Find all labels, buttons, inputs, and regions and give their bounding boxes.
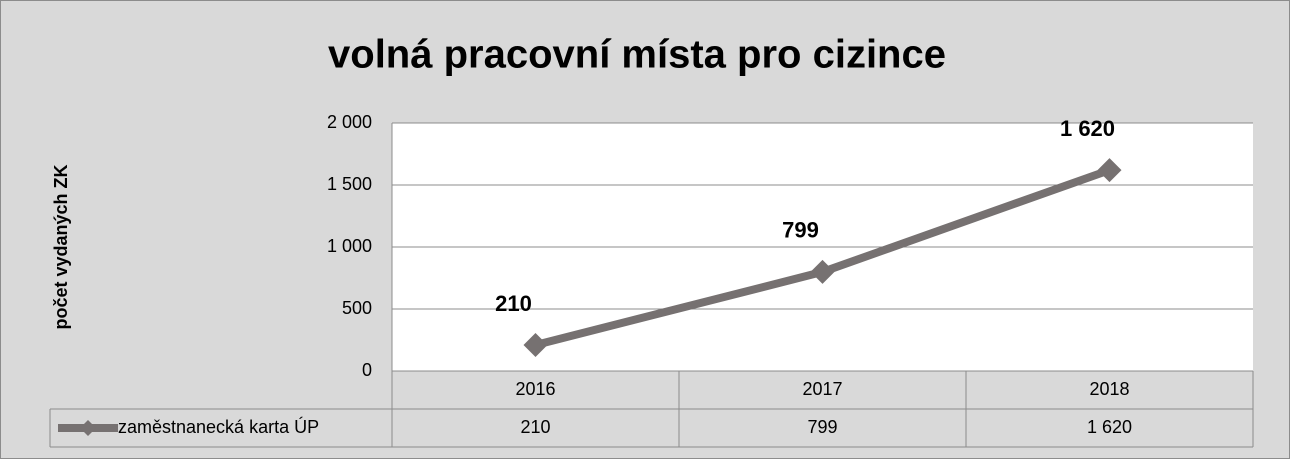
data-label: 799 — [782, 218, 819, 243]
table-value: 1 620 — [1087, 417, 1132, 437]
x-tick-label: 2017 — [802, 379, 842, 399]
series: 210 799 1 620 — [495, 116, 1122, 357]
table-value: 210 — [520, 417, 550, 437]
y-tick-label: 2 000 — [327, 112, 372, 132]
data-table: zaměstnanecká karta ÚP 2016 210 2017 799 2018… — [49, 370, 1254, 448]
y-tick-label: 0 — [362, 360, 372, 380]
x-tick-label: 2016 — [515, 379, 555, 399]
data-label: 1 620 — [1060, 116, 1115, 141]
table-value: 799 — [807, 417, 837, 437]
chart-title: volná pracovní místa pro cizince — [328, 33, 946, 77]
y-tick-label: 1 000 — [327, 236, 372, 256]
x-tick-label: 2018 — [1089, 379, 1129, 399]
data-label: 210 — [495, 291, 532, 316]
legend-marker — [80, 420, 96, 436]
y-axis-label: počet vydaných ZK — [51, 164, 71, 329]
marker — [1097, 158, 1122, 183]
legend-label: zaměstnanecká karta ÚP — [118, 416, 319, 437]
y-tick-label: 1 500 — [327, 174, 372, 194]
grid: 0 500 1 000 1 500 2 000 — [327, 112, 1253, 380]
marker — [810, 259, 835, 284]
y-tick-label: 500 — [342, 298, 372, 318]
marker — [523, 332, 548, 357]
